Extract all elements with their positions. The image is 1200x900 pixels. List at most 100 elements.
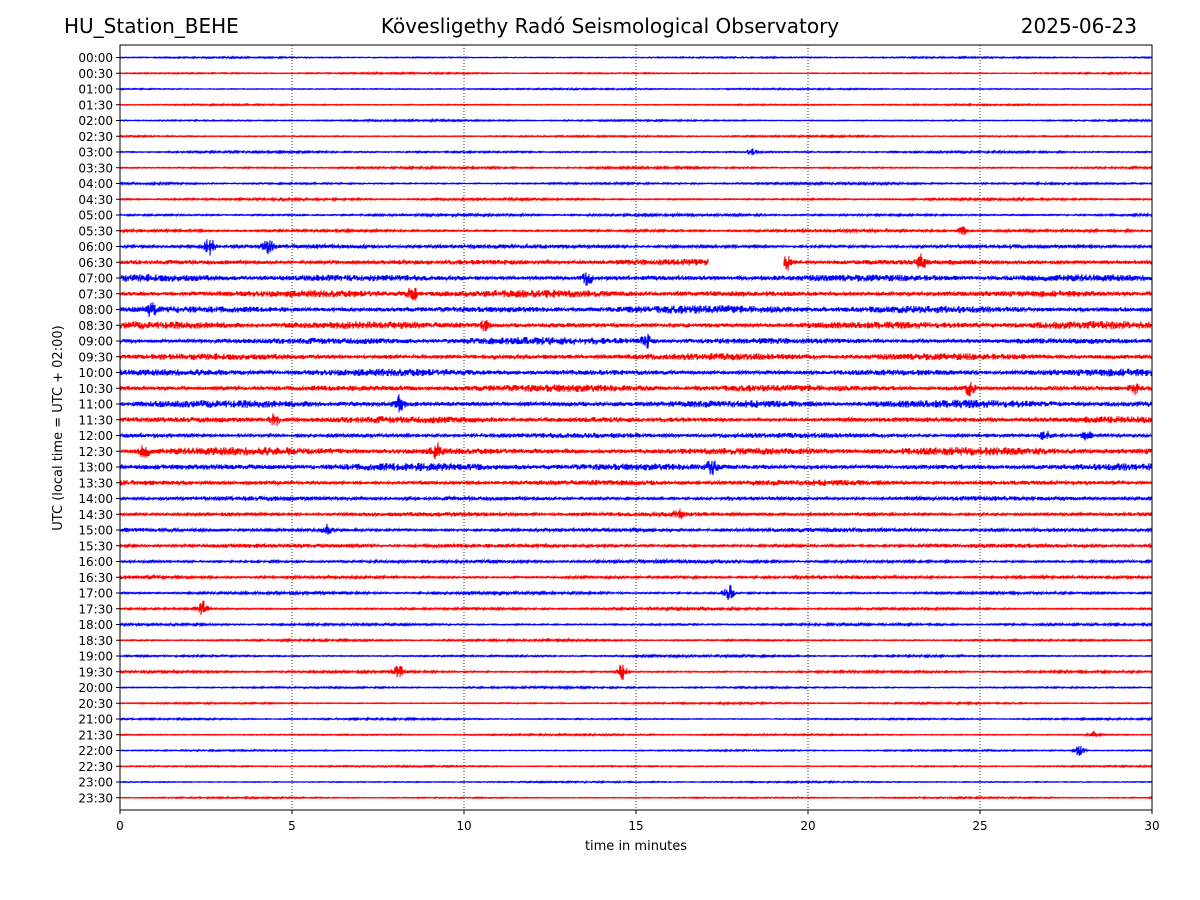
x-tick-label: 15 [628,819,643,833]
y-tick-label: 12:00 [78,429,113,443]
trace-0830 [119,320,1153,332]
trace-1600 [119,557,1153,566]
trace-1030 [119,381,1153,397]
trace-1000 [119,368,1153,377]
seismic-traces [119,55,1153,801]
trace-2330 [119,795,1153,801]
y-tick-label: 11:00 [78,398,113,412]
y-tick-label: 10:00 [78,366,113,380]
trace-1200 [119,430,1153,441]
trace-1330 [119,479,1153,487]
y-tick-label: 20:30 [78,697,113,711]
y-axis-label: UTC (local time = UTC + 02:00) [51,325,66,530]
y-tick-label: 02:00 [78,114,113,128]
y-tick-label: 22:00 [78,744,113,758]
y-tick-label: 08:00 [78,303,113,317]
trace-1400 [119,494,1153,503]
y-tick-label: 07:00 [78,272,113,286]
y-tick-label: 00:00 [78,51,113,65]
y-tick-label: 04:30 [78,193,113,207]
y-tick-label: 13:30 [78,476,113,490]
trace-0900 [119,333,1153,349]
x-tick-label: 30 [1144,819,1159,833]
y-tick-label: 05:30 [78,224,113,238]
trace-1230 [119,442,1153,460]
y-tick-label: 16:00 [78,555,113,569]
y-tick-label: 03:00 [78,146,113,160]
trace-0130 [119,102,1153,108]
y-tick-label: 23:00 [78,776,113,790]
trace-1130 [119,413,1153,426]
x-tick-label: 5 [288,819,296,833]
y-tick-label: 07:30 [78,287,113,301]
date-title: 2025-06-23 [1020,14,1137,38]
trace-2000 [119,684,1153,691]
trace-0500 [119,211,1153,219]
trace-1530 [119,542,1153,550]
y-tick-label: 16:30 [78,571,113,585]
trace-2230 [119,764,1153,769]
station-title: HU_Station_BEHE [64,14,239,38]
y-tick-label: 02:30 [78,130,113,144]
trace-0230 [119,133,1153,139]
trace-0930 [119,353,1153,361]
trace-2300 [119,779,1153,785]
trace-0100 [119,86,1153,92]
trace-0730 [119,287,1153,301]
trace-1430 [119,508,1153,520]
y-tick-label: 08:30 [78,319,113,333]
y-tick-label: 01:30 [78,98,113,112]
trace-1830 [119,637,1153,644]
trace-1500 [119,523,1153,535]
y-tick-label: 20:00 [78,681,113,695]
trace-0000 [119,55,1153,60]
trace-0300 [119,148,1153,156]
trace-1300 [119,460,1153,476]
y-tick-label: 21:00 [78,713,113,727]
y-tick-label: 05:00 [78,209,113,223]
trace-1100 [119,394,1153,413]
y-tick-label: 13:00 [78,461,113,475]
trace-1630 [119,573,1153,581]
x-tick-label: 0 [116,819,124,833]
trace-2030 [119,700,1153,706]
y-tick-label: 09:00 [78,335,113,349]
y-tick-label: 01:00 [78,83,113,97]
trace-0600 [119,239,1153,256]
trace-1900 [119,653,1153,660]
x-axis-ticks: 0 5 10 15 20 25 30 [116,810,1160,833]
y-tick-label: 14:00 [78,492,113,506]
y-tick-label: 10:30 [78,382,113,396]
trace-1930 [119,664,1153,680]
y-tick-label: 18:00 [78,618,113,632]
x-tick-label: 25 [972,819,987,833]
trace-0330 [119,164,1153,171]
trace-0630 [119,253,1153,271]
y-tick-label: 06:00 [78,240,113,254]
trace-2130 [119,730,1153,738]
y-tick-label: 21:30 [78,728,113,742]
y-tick-label: 03:30 [78,161,113,175]
y-tick-label: 17:30 [78,602,113,616]
y-tick-label: 22:30 [78,760,113,774]
y-tick-label: 18:30 [78,634,113,648]
trace-0530 [119,226,1153,236]
trace-0400 [119,180,1153,187]
y-tick-label: 11:30 [78,413,113,427]
trace-0700 [119,272,1153,286]
trace-2200 [119,745,1153,756]
y-tick-label: 04:00 [78,177,113,191]
y-tick-label: 14:30 [78,508,113,522]
y-tick-label: 15:00 [78,524,113,538]
y-tick-label: 09:30 [78,350,113,364]
y-tick-label: 00:30 [78,67,113,81]
y-tick-label: 23:30 [78,791,113,805]
y-tick-label: 15:30 [78,539,113,553]
trace-0800 [119,302,1153,318]
trace-0030 [119,70,1153,76]
observatory-title: Kövesligethy Radó Seismological Observat… [380,14,840,38]
x-axis-label: time in minutes [585,839,687,854]
trace-2100 [119,716,1153,722]
y-tick-label: 12:30 [78,445,113,459]
trace-0430 [119,196,1153,203]
